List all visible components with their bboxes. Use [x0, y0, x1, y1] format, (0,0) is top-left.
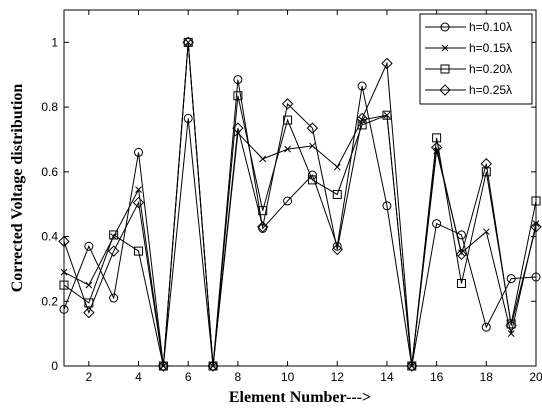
data-point	[59, 280, 69, 290]
data-point	[284, 145, 291, 153]
x-axis-title: Element Number--->	[229, 389, 371, 406]
data-point	[84, 241, 94, 251]
data-point	[530, 221, 542, 233]
legend-box	[419, 13, 533, 105]
series-line	[63, 42, 537, 367]
x-tick-label: 6	[185, 370, 192, 384]
series-layer	[58, 36, 542, 372]
data-point	[109, 293, 119, 303]
data-point	[332, 189, 342, 199]
x-tick-label: 18	[480, 370, 494, 384]
x-tick-label: 16	[430, 370, 444, 384]
series-line	[63, 79, 537, 367]
data-point	[233, 75, 243, 85]
data-point	[432, 219, 442, 229]
data-point	[532, 220, 540, 227]
series-line	[63, 42, 537, 367]
data-point	[83, 306, 95, 319]
axis-ticks: 2 4 6 8 10 12 14 16 18 20 0 0.2 0.4 0.6 0.8 1	[41, 10, 542, 384]
data-point	[440, 64, 450, 74]
legend-item: h=0.20λ	[425, 62, 512, 76]
data-point	[207, 360, 219, 372]
data-point	[134, 147, 144, 157]
data-point	[85, 281, 93, 289]
data-point	[259, 155, 267, 163]
legend-label: h=0.20λ	[469, 62, 512, 76]
y-axis-title: Corrected Voltage distribution	[9, 84, 26, 293]
data-point	[440, 22, 450, 32]
series-square	[59, 37, 541, 371]
data-point	[109, 230, 119, 240]
legend-label: h=0.10λ	[469, 20, 512, 34]
y-tick-label: 1	[51, 35, 58, 49]
data-point	[455, 248, 468, 261]
data-point	[456, 278, 466, 288]
data-point	[381, 57, 393, 70]
legend-label: h=0.25λ	[469, 83, 512, 97]
data-point	[307, 175, 317, 185]
x-tick-label: 2	[85, 370, 92, 384]
series-diamond	[58, 36, 542, 372]
data-point	[183, 113, 193, 123]
data-point	[58, 235, 70, 248]
legend-item: h=0.25λ	[425, 83, 512, 97]
data-point	[135, 186, 142, 193]
data-point	[59, 304, 69, 314]
y-tick-label: 0.4	[41, 230, 58, 244]
data-point	[430, 141, 443, 154]
data-point	[357, 81, 367, 91]
data-point	[356, 112, 368, 125]
data-point	[107, 245, 120, 257]
data-point	[333, 163, 341, 171]
x-tick-label: 4	[135, 370, 142, 384]
data-point	[134, 246, 144, 256]
data-point	[482, 228, 490, 236]
data-point	[332, 241, 342, 251]
x-tick-label: 12	[331, 370, 345, 384]
x-tick-label: 8	[235, 370, 242, 384]
data-point	[507, 330, 515, 337]
data-point	[382, 201, 392, 211]
data-point	[309, 142, 316, 150]
data-point	[439, 84, 451, 96]
data-point	[331, 243, 343, 256]
data-point	[441, 44, 449, 52]
legend-item: h=0.10λ	[425, 20, 512, 34]
data-point	[157, 360, 170, 372]
data-point	[132, 196, 145, 209]
data-point	[481, 167, 491, 177]
data-point	[283, 196, 293, 206]
x-tick-label: 14	[380, 370, 394, 384]
data-point	[60, 268, 68, 276]
series-circle	[59, 75, 541, 371]
data-point	[182, 36, 194, 49]
y-tick-label: 0.2	[41, 294, 58, 308]
data-point	[232, 122, 244, 134]
data-point	[406, 360, 418, 372]
legend-label: h=0.15λ	[469, 41, 512, 55]
data-point	[432, 133, 442, 143]
y-tick-label: 0.6	[41, 165, 58, 179]
data-point	[233, 91, 243, 101]
data-point	[257, 221, 269, 233]
data-point	[481, 322, 491, 332]
y-tick-label: 0	[51, 359, 58, 373]
data-point	[505, 319, 517, 332]
data-point	[531, 196, 541, 206]
legend: h=0.10λ h=0.15λ h=0.20λ h=0.25λ	[419, 13, 533, 105]
data-point	[531, 272, 541, 282]
data-point	[306, 122, 319, 134]
x-tick-label: 10	[281, 370, 295, 384]
legend-item: h=0.15λ	[425, 41, 512, 55]
data-point	[480, 158, 493, 170]
data-point	[281, 98, 294, 110]
y-tick-label: 0.8	[41, 100, 58, 114]
data-point	[283, 115, 293, 125]
data-point	[506, 274, 516, 284]
x-tick-label: 20	[529, 370, 542, 384]
